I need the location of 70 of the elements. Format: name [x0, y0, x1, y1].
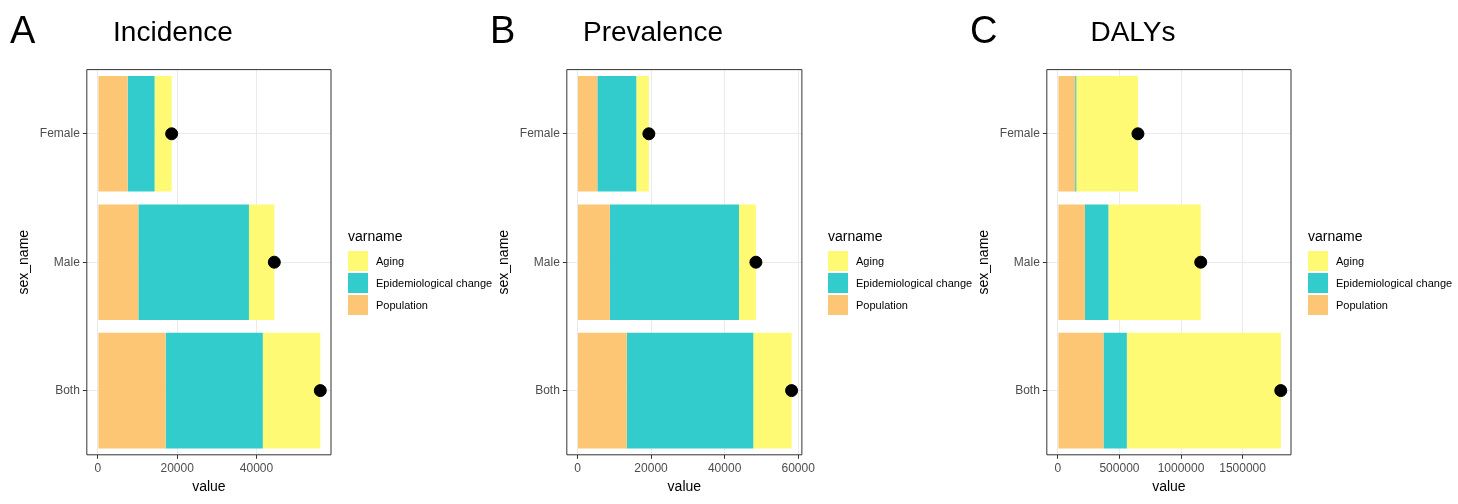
x-tick-label: 0 — [94, 461, 102, 476]
x-tick-label: 1500000 — [1219, 461, 1267, 476]
y-tick-label: Male — [533, 254, 561, 269]
bar — [577, 204, 610, 320]
legend-label: Population — [1336, 299, 1388, 311]
x-tick-label: 20000 — [634, 461, 669, 476]
legend-title: varname — [1308, 228, 1364, 244]
bar — [577, 332, 627, 449]
y-tick-label: Both — [535, 382, 560, 397]
bar — [1084, 204, 1109, 320]
text: B — [490, 9, 516, 51]
legend-label: Epidemiological change — [856, 277, 973, 289]
legend-label: Aging — [856, 255, 885, 267]
x-axis-title: value — [667, 478, 702, 495]
x-tick-label: 40000 — [239, 461, 274, 476]
y-axis-title: sex_name — [495, 229, 512, 295]
y-tick-label: Male — [53, 254, 81, 269]
bar — [98, 76, 128, 192]
bar — [636, 76, 649, 192]
legend-title: varname — [348, 228, 404, 244]
bar — [1058, 332, 1104, 449]
x-tick-label: 500000 — [1099, 461, 1140, 476]
legend-label: Aging — [376, 255, 405, 267]
legend-title: varname — [828, 228, 884, 244]
y-tick-label: Female — [39, 126, 81, 141]
bar — [626, 332, 754, 449]
bar — [98, 204, 139, 320]
y-tick-label: Female — [519, 126, 561, 141]
bar — [138, 204, 249, 320]
bar — [127, 76, 155, 192]
bar — [98, 332, 166, 449]
bar — [165, 332, 263, 449]
y-axis-title: sex_name — [975, 229, 992, 295]
bar — [1103, 332, 1127, 449]
text: A — [10, 9, 36, 51]
chart-title: DALYs — [1090, 15, 1176, 47]
x-tick-label: 40000 — [707, 461, 742, 476]
legend-label: Population — [376, 299, 428, 311]
bar — [1076, 76, 1138, 192]
y-tick-label: Male — [1013, 254, 1041, 269]
bar — [154, 76, 172, 192]
chart-title: Prevalence — [582, 15, 724, 47]
bar — [597, 76, 637, 192]
x-tick-label: 1000000 — [1157, 461, 1205, 476]
x-axis-title: value — [1152, 478, 1186, 495]
bar — [1108, 204, 1201, 320]
legend-label: Population — [856, 299, 908, 311]
bar — [1058, 76, 1076, 192]
y-tick-label: Both — [1015, 382, 1040, 397]
bar — [753, 332, 792, 449]
bar — [609, 204, 739, 320]
chart-title: Incidence — [113, 15, 233, 47]
x-tick-label: 20000 — [160, 461, 195, 476]
text: C — [970, 9, 998, 51]
bar — [262, 332, 321, 449]
x-tick-label: 0 — [1054, 461, 1062, 476]
bar — [738, 204, 756, 320]
bar — [577, 76, 598, 192]
bar — [1058, 204, 1085, 320]
y-tick-label: Both — [55, 382, 80, 397]
x-tick-label: 60000 — [781, 461, 816, 476]
legend-label: Aging — [1336, 255, 1365, 267]
bar — [1126, 332, 1281, 449]
legend-label: Epidemiological change — [376, 277, 493, 289]
y-axis-title: sex_name — [15, 229, 32, 295]
x-tick-label: 0 — [574, 461, 582, 476]
legend-label: Epidemiological change — [1336, 277, 1453, 289]
x-axis-title: value — [192, 478, 226, 495]
y-tick-label: Female — [999, 126, 1041, 141]
bar — [248, 204, 275, 320]
